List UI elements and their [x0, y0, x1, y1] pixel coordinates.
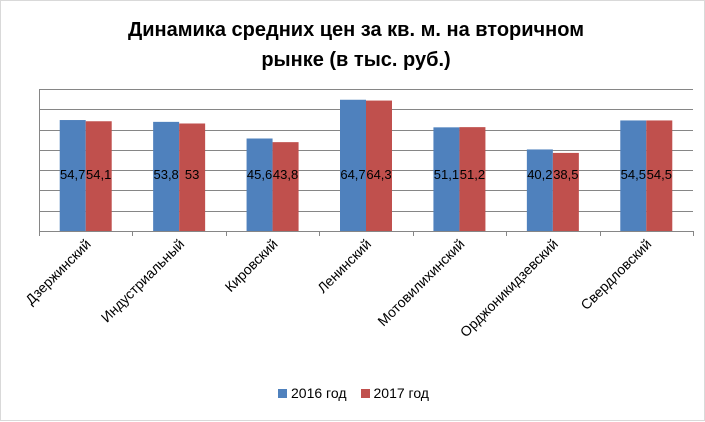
bar-2017 [459, 127, 486, 231]
data-label-2017: 64,3 [366, 167, 391, 182]
bar-2017 [179, 123, 206, 231]
bar-2017 [366, 100, 392, 231]
bar-2016 [340, 99, 366, 231]
data-label-2016: 45,6 [247, 167, 272, 182]
x-tick-label: Ленинский [314, 236, 374, 296]
bar-2016 [620, 120, 647, 231]
data-label-2016: 64,7 [340, 167, 365, 182]
data-label-2017: 43,8 [273, 167, 298, 182]
x-tick-label: Мотовилихинский [374, 236, 467, 329]
bar-2017 [272, 142, 299, 231]
x-tick-label: Дзержинский [22, 236, 94, 308]
x-tick-label: Орджоникидзевский [457, 236, 561, 340]
bar-2017 [552, 152, 579, 231]
data-label-2016: 40,2 [527, 167, 552, 182]
data-label-2017: 51,2 [460, 167, 485, 182]
bar-2016 [59, 120, 86, 231]
legend-label-2016: 2016 год [291, 385, 347, 401]
bar-2017 [85, 121, 112, 231]
data-label-2017: 53 [185, 167, 199, 182]
x-tick-label: Индустриальный [98, 236, 188, 326]
bar-2016 [526, 149, 553, 231]
data-label-2017: 54,1 [86, 167, 111, 182]
bar-2017 [646, 120, 673, 231]
data-label-2017: 54,5 [647, 167, 672, 182]
x-tick-label: Свердловский [577, 236, 654, 313]
data-label-2016: 54,7 [60, 167, 85, 182]
x-tick-label: Кировский [222, 236, 281, 295]
bar-2016 [153, 121, 180, 231]
legend-swatch-2017 [360, 388, 370, 398]
data-label-2016: 53,8 [153, 167, 178, 182]
legend-swatch-2016 [278, 388, 288, 398]
data-label-2016: 54,5 [621, 167, 646, 182]
data-label-2017: 38,5 [553, 167, 578, 182]
chart-title: Динамика средних цен за кв. м. на вторич… [128, 19, 584, 71]
bar-2016 [433, 127, 460, 231]
data-label-2016: 51,1 [434, 167, 459, 182]
legend: 2016 год 2017 год [1, 385, 705, 401]
legend-item-2017: 2017 год [360, 385, 429, 401]
legend-label-2017: 2017 год [373, 385, 429, 401]
bar-2016 [246, 138, 273, 231]
legend-item-2016: 2016 год [278, 385, 347, 401]
